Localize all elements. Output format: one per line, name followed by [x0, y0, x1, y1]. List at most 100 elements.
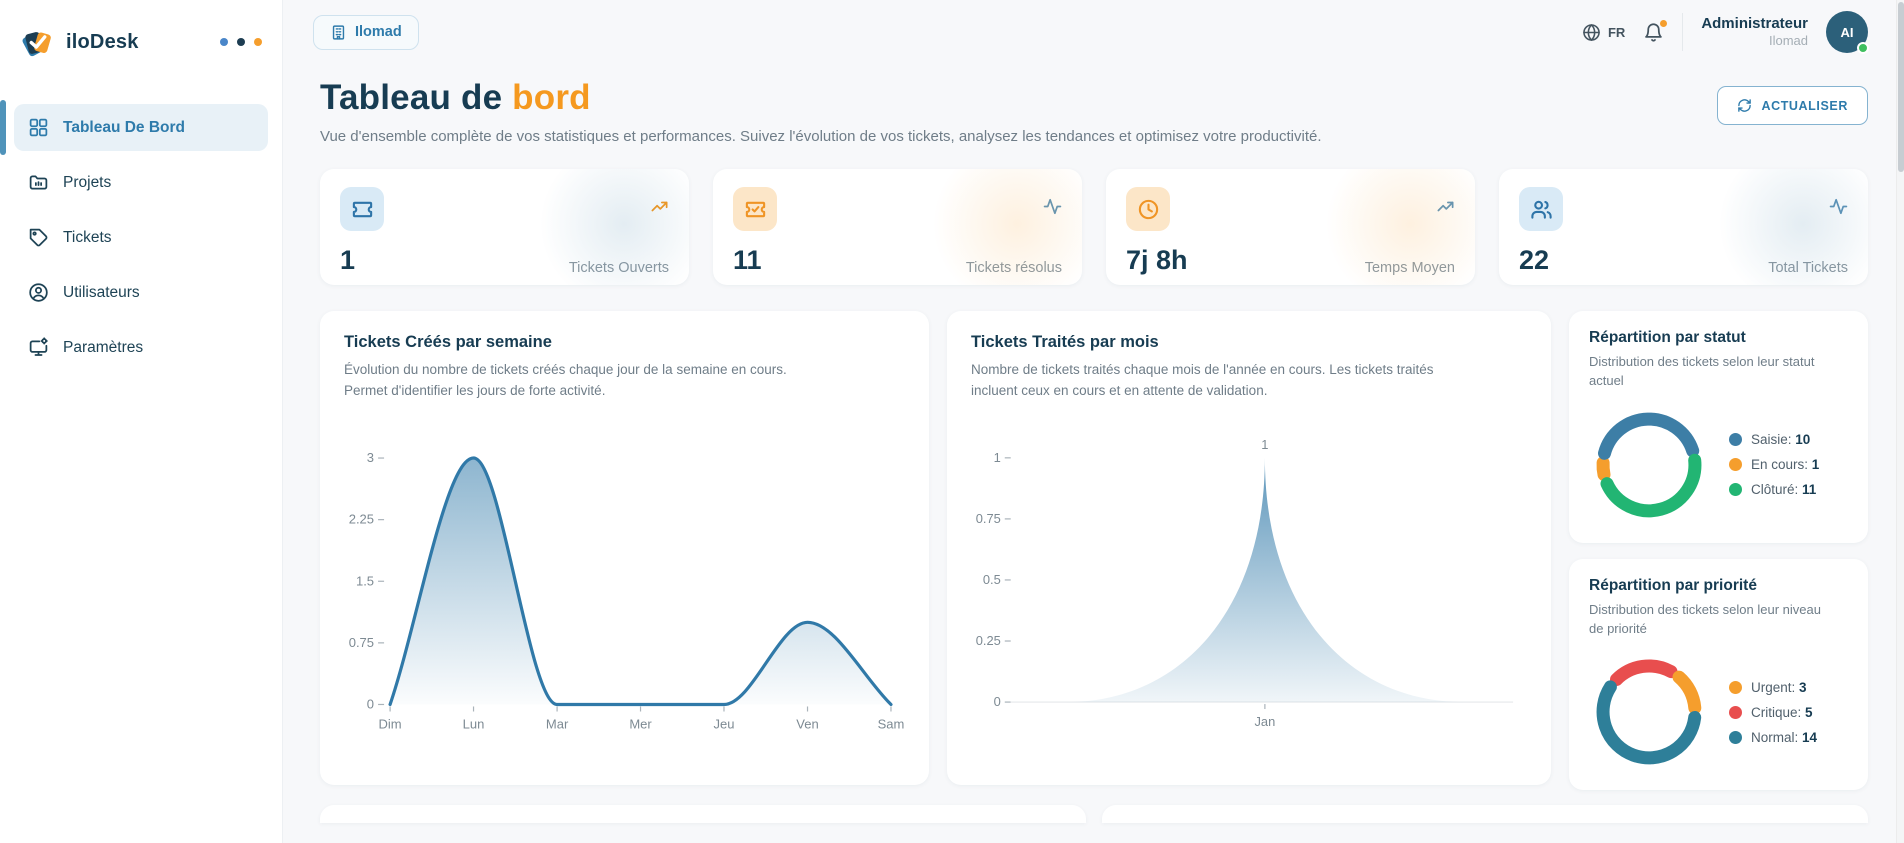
- page-scrollbar[interactable]: [1896, 0, 1904, 843]
- refresh-button[interactable]: ACTUALISER: [1717, 86, 1868, 125]
- status-donut-chart: [1589, 405, 1709, 525]
- app-logo-icon: [22, 32, 51, 57]
- ticket-check-icon: [733, 187, 777, 231]
- building-icon: [332, 24, 345, 40]
- ticket-icon: [340, 187, 384, 231]
- page-content: Tableau de bord Vue d'ensemble complète …: [283, 64, 1904, 843]
- weekly-area-chart: 0 0.75 1.5 2.25 3 Dim Lun Mar Mer Jeu Ven Sam: [344, 436, 905, 737]
- svg-text:0.75: 0.75: [976, 511, 1001, 526]
- sidebar-item-label: Tableau De Bord: [63, 118, 186, 136]
- chart-description: Distribution des tickets selon leur stat…: [1589, 354, 1815, 388]
- notifications-button[interactable]: [1643, 19, 1668, 43]
- legend-item: Normal: 14: [1729, 730, 1817, 745]
- users-icon: [1519, 187, 1563, 231]
- user-info[interactable]: Administrateur Ilomad: [1701, 15, 1808, 50]
- donut-svg: [1596, 412, 1702, 517]
- charts-row: Tickets Créés par semaine Évolution du n…: [320, 311, 1868, 791]
- svg-text:0.25: 0.25: [976, 633, 1001, 648]
- activity-icon: [1829, 197, 1848, 221]
- svg-text:Dim: Dim: [379, 716, 402, 731]
- stat-value: 11: [733, 245, 762, 275]
- weekly-chart-card: Tickets Créés par semaine Évolution du n…: [320, 311, 929, 785]
- avatar-initials: AI: [1840, 24, 1854, 40]
- legend-item: Clôturé: 11: [1729, 482, 1819, 497]
- sidebar-nav: Tableau De Bord Projets Tickets: [0, 100, 268, 371]
- sidebar-item-dashboard[interactable]: Tableau De Bord: [0, 100, 268, 155]
- sidebar-item-label: Tickets: [63, 228, 112, 246]
- page-subtitle: Vue d'ensemble complète de vos statistiq…: [320, 128, 1322, 145]
- bottom-card-left: [320, 805, 1086, 823]
- bottom-cards-peek: [320, 805, 1868, 823]
- sidebar-item-label: Projets: [63, 173, 112, 191]
- sidebar: iloDesk Tableau De Bord Projets: [0, 0, 283, 843]
- svg-text:Sam: Sam: [878, 716, 905, 731]
- org-badge[interactable]: Ilomad: [313, 14, 419, 50]
- stat-value: 22: [1519, 245, 1550, 275]
- area-chart-svg: 0 0.75 1.5 2.25 3 Dim Lun Mar Mer Jeu Ven Sam: [349, 450, 905, 731]
- dashboard-grid-icon: [29, 118, 48, 137]
- stat-card-total-tickets: 22 Total Tickets: [1499, 169, 1868, 285]
- stat-value: 7j 8h: [1126, 245, 1188, 275]
- legend-dot: [1729, 483, 1742, 497]
- legend-dot: [1729, 680, 1742, 694]
- sidebar-item-projects[interactable]: Projets: [14, 159, 268, 206]
- donut-svg: [1596, 659, 1702, 765]
- svg-text:Mer: Mer: [629, 716, 652, 731]
- legend-dot: [1729, 458, 1742, 472]
- sidebar-item-label: Utilisateurs: [63, 283, 140, 301]
- area-chart-svg: 0 0.25 0.5 0.75 1 Jan 1: [976, 437, 1514, 729]
- dot-blue: [220, 38, 228, 46]
- svg-text:Lun: Lun: [463, 716, 485, 731]
- clock-icon: [1126, 187, 1170, 231]
- stat-label: Tickets résolus: [965, 260, 1062, 276]
- trending-up-icon: [1436, 197, 1455, 221]
- stat-card-open-tickets: 1 Tickets Ouverts: [320, 169, 689, 285]
- legend-item: Saisie: 10: [1729, 432, 1819, 447]
- user-circle-icon: [29, 283, 48, 302]
- chart-description: Évolution du nombre de tickets créés cha…: [344, 362, 787, 398]
- legend-dot: [1729, 730, 1742, 744]
- svg-text:2.25: 2.25: [349, 511, 374, 526]
- topbar: Ilomad FR Admi: [283, 0, 1904, 64]
- chart-description: Distribution des tickets selon leur nive…: [1589, 601, 1821, 636]
- sidebar-item-users[interactable]: Utilisateurs: [14, 269, 268, 316]
- app-name: iloDesk: [66, 30, 139, 53]
- sidebar-item-label: Paramètres: [63, 338, 144, 356]
- status-legend: Saisie: 10 En cours: 1 Clôturé: 11: [1729, 432, 1819, 497]
- topbar-divider: [1682, 13, 1684, 51]
- bottom-card-right: [1102, 805, 1868, 823]
- stat-label: Temps Moyen: [1364, 260, 1455, 276]
- svg-text:Mar: Mar: [546, 716, 569, 731]
- stat-label: Tickets Ouverts: [568, 260, 669, 276]
- svg-text:0.5: 0.5: [983, 572, 1001, 587]
- dot-navy: [237, 38, 245, 46]
- online-status-dot: [1857, 42, 1869, 54]
- refresh-label: ACTUALISER: [1761, 98, 1848, 113]
- chart-title: Répartition par priorité: [1589, 576, 1757, 594]
- language-switcher[interactable]: FR: [1582, 23, 1625, 42]
- legend-item: Urgent: 3: [1729, 680, 1817, 695]
- svg-text:1: 1: [1261, 437, 1268, 452]
- refresh-icon: [1738, 99, 1752, 112]
- stats-row: 1 Tickets Ouverts: [320, 169, 1868, 285]
- legend-dot: [1729, 705, 1742, 719]
- svg-text:0: 0: [367, 696, 374, 711]
- user-name: Administrateur: [1701, 14, 1808, 32]
- stat-card-average-time: 7j 8h Temps Moyen: [1106, 169, 1475, 285]
- user-org: Ilomad: [1768, 33, 1808, 49]
- svg-text:Jeu: Jeu: [713, 716, 734, 731]
- legend-dot: [1729, 433, 1742, 447]
- status-donut-card: Répartition par statut Distribution des …: [1569, 311, 1868, 543]
- tag-icon: [29, 228, 48, 247]
- sidebar-item-settings[interactable]: Paramètres: [14, 324, 268, 371]
- scrollbar-thumb[interactable]: [1898, 2, 1904, 172]
- chart-title: Tickets Traités par mois: [971, 333, 1159, 351]
- page-title: Tableau de bord: [320, 78, 591, 117]
- legend-item: Critique: 5: [1729, 705, 1817, 720]
- page-title-accent: bord: [512, 78, 591, 117]
- sidebar-item-tickets[interactable]: Tickets: [14, 214, 268, 261]
- avatar[interactable]: AI: [1826, 11, 1869, 54]
- notification-badge: [1660, 19, 1668, 27]
- trending-up-icon: [650, 197, 669, 221]
